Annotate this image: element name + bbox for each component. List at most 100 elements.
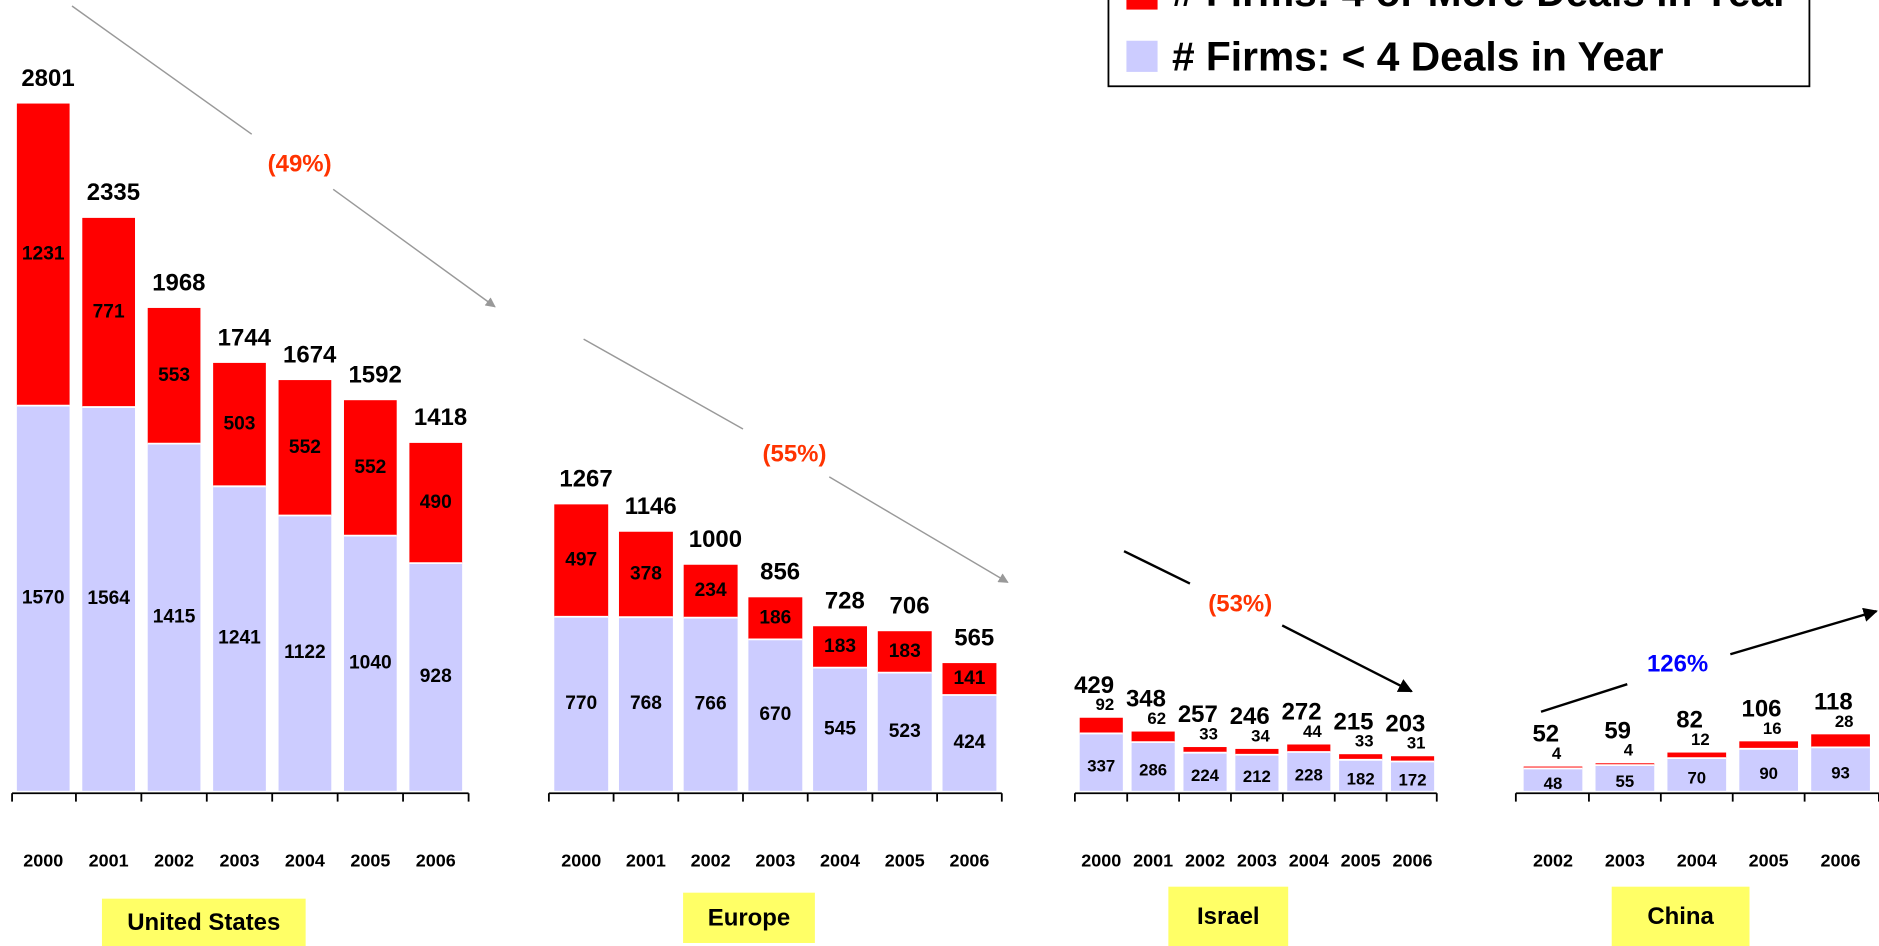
data-label: 12	[1691, 730, 1710, 749]
total-label: 106	[1741, 696, 1781, 723]
bar-segment	[16, 103, 70, 406]
region-label: United States	[127, 909, 280, 936]
x-tick-label: 2004	[820, 850, 860, 870]
data-label: 92	[1096, 695, 1115, 714]
data-label: 48	[1544, 774, 1563, 793]
data-label: 1122	[284, 642, 326, 663]
total-label: 82	[1676, 707, 1703, 734]
data-label: 1564	[87, 588, 130, 609]
data-label: 670	[759, 704, 791, 725]
total-label: 565	[954, 624, 994, 651]
bar-segment	[409, 563, 463, 791]
total-label: 59	[1604, 717, 1631, 744]
region-label: Israel	[1197, 903, 1260, 930]
total-label: 1146	[625, 493, 677, 520]
data-label: 552	[289, 437, 321, 458]
bar-segment	[1183, 752, 1227, 791]
bar-segment	[409, 442, 463, 564]
region-label: Europe	[708, 904, 791, 931]
bar-segment	[1523, 768, 1583, 791]
data-label: 1040	[349, 652, 392, 673]
x-tick-label: 2000	[23, 850, 63, 870]
x-tick-label: 2005	[885, 850, 925, 870]
x-tick-label: 2006	[416, 850, 456, 870]
data-label: 224	[1191, 766, 1220, 785]
bar-segment	[343, 400, 397, 536]
bar-segment	[213, 362, 266, 487]
x-tick-label: 2001	[626, 850, 666, 870]
data-label: 4	[1624, 741, 1634, 760]
data-label: 503	[224, 414, 256, 435]
bar-segment	[343, 535, 397, 791]
bar-segment	[82, 217, 136, 408]
x-tick-label: 2001	[89, 850, 129, 870]
total-label: 1592	[348, 362, 401, 389]
bar-segment	[16, 405, 70, 791]
bar-segment	[213, 486, 266, 791]
data-label: 771	[93, 302, 125, 323]
bar-segment	[147, 443, 201, 791]
total-label: 1744	[218, 324, 272, 351]
total-label: 2335	[87, 179, 140, 206]
bar-segment	[683, 617, 738, 791]
bar-segment	[683, 564, 738, 618]
x-tick-label: 2004	[1289, 850, 1329, 870]
bar-segment	[618, 617, 673, 791]
total-label: 728	[825, 588, 865, 615]
region-label-box	[683, 892, 815, 944]
total-label: 1674	[283, 341, 337, 368]
bar-segment	[1339, 754, 1383, 760]
bar-segment	[1523, 766, 1583, 769]
legend-swatch	[1126, 40, 1158, 72]
x-tick-label: 2001	[1133, 850, 1173, 870]
data-label: 1570	[22, 587, 65, 608]
x-tick-label: 2005	[350, 850, 390, 870]
bar-segment	[1390, 756, 1435, 762]
legend-label: # Firms: 4 or More Deals in Year	[1172, 0, 1789, 15]
data-label: 212	[1243, 767, 1271, 786]
total-label: 52	[1532, 721, 1559, 748]
data-label: 44	[1303, 722, 1322, 741]
data-label: 378	[630, 564, 662, 585]
x-tick-label: 2006	[1821, 850, 1861, 870]
total-label: 118	[1814, 689, 1853, 716]
x-tick-label: 2004	[1677, 850, 1717, 870]
bar-segment	[1287, 751, 1331, 791]
bar-segment	[554, 616, 609, 791]
data-label: 286	[1139, 761, 1167, 780]
region-label-box	[1611, 886, 1750, 946]
bar-segment	[1079, 733, 1123, 791]
legend-swatch	[1126, 0, 1158, 10]
x-tick-label: 2003	[1605, 850, 1645, 870]
data-label: 183	[889, 641, 921, 662]
bar-segment	[554, 504, 609, 617]
x-tick-label: 2000	[1081, 850, 1121, 870]
data-label: 183	[824, 636, 856, 657]
bar-segment	[1131, 731, 1175, 743]
total-label: 429	[1074, 672, 1114, 699]
bar-segment	[1339, 759, 1383, 791]
data-label: 552	[354, 457, 386, 478]
bar-segment	[1667, 758, 1727, 791]
data-label: 31	[1407, 734, 1426, 753]
data-label: 770	[565, 693, 597, 714]
data-label: 16	[1763, 719, 1782, 738]
bar-segment	[147, 307, 201, 444]
total-label: 272	[1282, 699, 1322, 726]
annotation: (55%)	[763, 441, 827, 468]
legend-box	[1107, 0, 1811, 88]
total-label: 2801	[21, 65, 74, 92]
annotation: 126%	[1647, 650, 1708, 677]
bar-segment	[942, 694, 997, 791]
legend-label: # Firms: < 4 Deals in Year	[1172, 34, 1664, 80]
data-label: 186	[759, 607, 791, 628]
bar-segment	[1287, 744, 1331, 752]
bar-segment	[82, 407, 136, 791]
bar-segment	[748, 597, 803, 640]
data-label: 1231	[22, 244, 65, 265]
data-label: 337	[1087, 756, 1115, 775]
bar-segment	[278, 515, 332, 791]
bar-segment	[1390, 761, 1435, 791]
data-label: 928	[420, 666, 452, 687]
x-tick-label: 2002	[691, 850, 731, 870]
